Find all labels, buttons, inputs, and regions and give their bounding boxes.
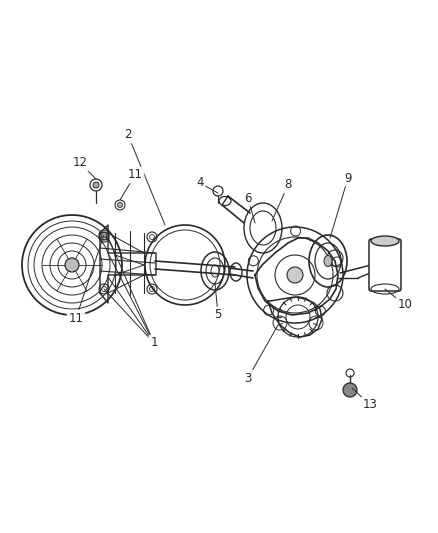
Text: 11: 11 <box>68 311 84 325</box>
Circle shape <box>117 203 123 207</box>
Circle shape <box>93 182 99 188</box>
Circle shape <box>102 232 106 238</box>
Text: 3: 3 <box>244 372 252 384</box>
Text: 10: 10 <box>398 298 413 311</box>
Circle shape <box>343 383 357 397</box>
Circle shape <box>287 267 303 283</box>
Text: 13: 13 <box>363 399 378 411</box>
Ellipse shape <box>371 236 399 246</box>
Polygon shape <box>268 297 322 337</box>
Polygon shape <box>100 225 156 303</box>
Text: 1: 1 <box>150 336 158 350</box>
Text: 11: 11 <box>127 168 142 182</box>
Polygon shape <box>255 238 338 315</box>
Ellipse shape <box>324 255 332 266</box>
FancyBboxPatch shape <box>369 239 401 291</box>
Circle shape <box>65 258 79 272</box>
Text: 2: 2 <box>124 128 132 141</box>
Text: 8: 8 <box>284 179 292 191</box>
Text: 5: 5 <box>214 309 222 321</box>
Text: 4: 4 <box>196 176 204 190</box>
Text: 12: 12 <box>73 157 88 169</box>
Text: 9: 9 <box>344 172 352 184</box>
Text: 6: 6 <box>244 191 252 205</box>
